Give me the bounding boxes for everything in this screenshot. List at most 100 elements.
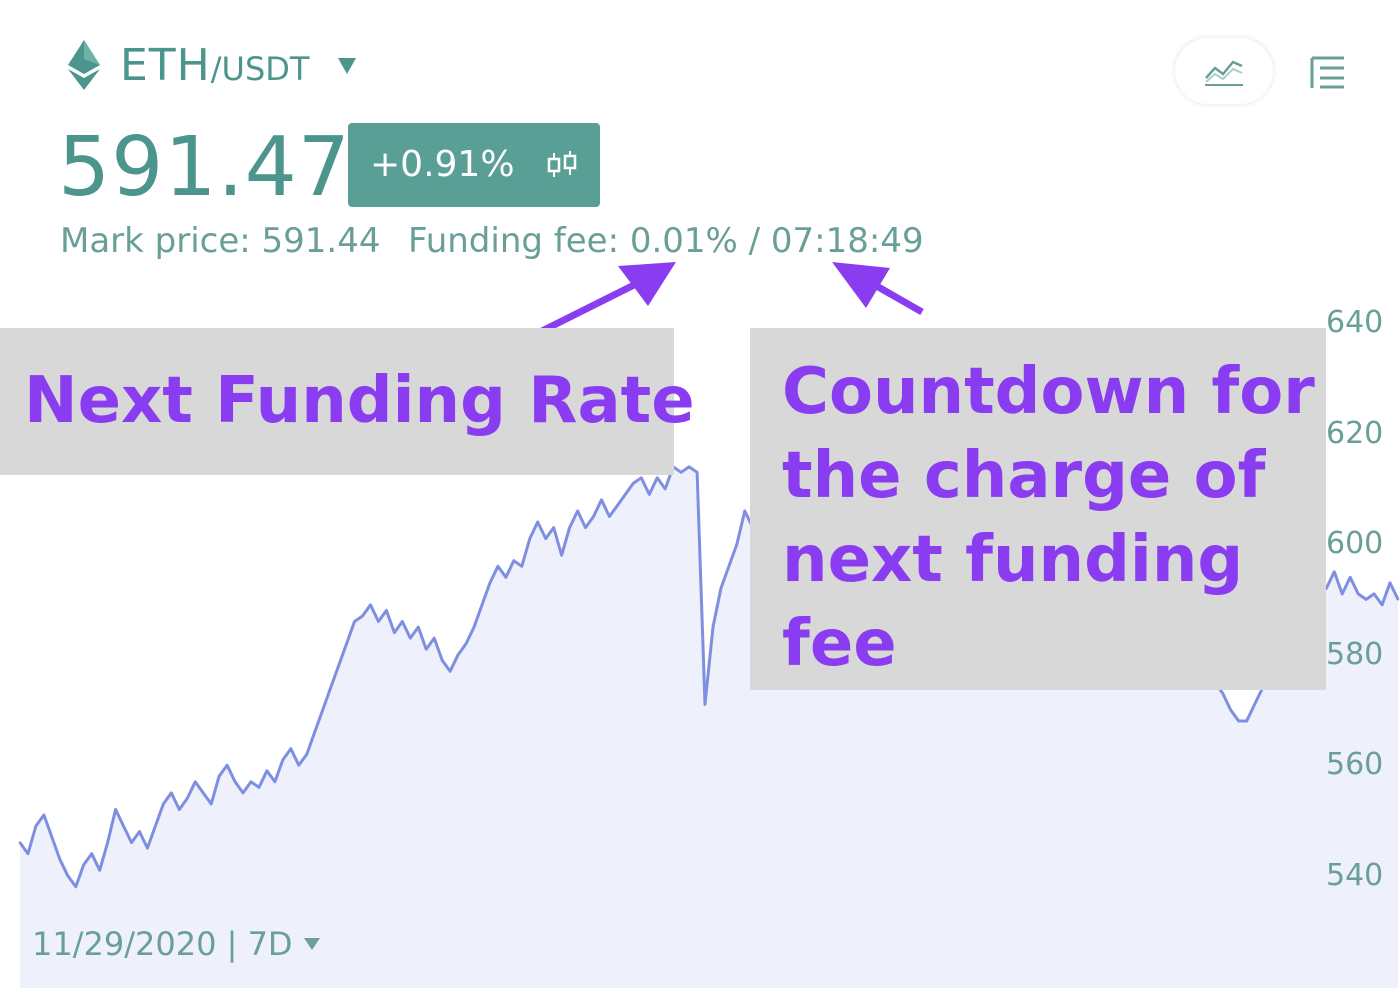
data-point	[321, 708, 324, 712]
data-point	[552, 526, 555, 529]
line-chart-icon	[1205, 60, 1243, 86]
data-point	[361, 614, 364, 618]
list-icon[interactable]	[1308, 52, 1348, 92]
data-point	[1364, 598, 1368, 601]
data-point	[369, 603, 372, 607]
data-point	[456, 653, 460, 656]
data-point	[695, 471, 699, 474]
data-point	[727, 565, 731, 568]
data-point	[1349, 576, 1352, 579]
data-point	[528, 537, 531, 540]
y-tick-label: 580	[1326, 636, 1384, 672]
date-range-selector[interactable]: 11/29/2020 | 7D	[32, 925, 293, 963]
data-point	[265, 769, 269, 772]
data-point	[592, 515, 595, 518]
data-point	[377, 620, 380, 623]
data-point	[1388, 581, 1392, 584]
data-point	[106, 841, 109, 844]
data-point	[743, 509, 746, 513]
data-point	[1221, 692, 1225, 695]
data-point	[297, 764, 300, 767]
data-point	[417, 625, 420, 629]
data-point	[273, 780, 277, 783]
data-point	[488, 581, 492, 584]
data-point	[1341, 592, 1344, 596]
caret-down-icon[interactable]	[338, 58, 356, 74]
data-point	[82, 863, 85, 866]
funding-fee: Funding fee: 0.01% / 07:18:49	[408, 221, 924, 261]
countdown-arrow-head	[832, 262, 890, 308]
data-point	[26, 852, 30, 855]
data-point	[576, 509, 579, 513]
data-point	[178, 808, 181, 811]
data-point	[337, 664, 340, 667]
countdown-callout-line: the charge of	[782, 439, 1266, 513]
data-point	[1253, 703, 1256, 706]
data-point	[1372, 592, 1376, 596]
data-point	[210, 802, 213, 806]
data-point	[719, 587, 723, 590]
data-point	[353, 620, 356, 623]
line-view-toggle[interactable]	[1175, 38, 1273, 104]
data-point	[18, 841, 22, 844]
next-funding-rate-callout: Next Funding Rate	[0, 328, 695, 475]
data-point	[170, 791, 173, 795]
y-tick-label: 560	[1326, 747, 1384, 783]
data-point	[512, 559, 515, 562]
candlestick-icon	[547, 151, 577, 177]
pair-base: ETH	[120, 40, 211, 91]
data-point	[656, 476, 659, 479]
data-point	[441, 659, 444, 662]
data-point	[249, 780, 253, 783]
data-point	[385, 609, 388, 612]
data-point	[257, 786, 261, 789]
data-point	[1245, 719, 1248, 723]
data-point	[1380, 603, 1384, 607]
data-point	[544, 537, 547, 540]
data-point	[58, 858, 61, 861]
trading-pair-selector[interactable]: ETH/USDT	[120, 40, 309, 91]
data-point	[90, 852, 93, 855]
data-point	[74, 885, 78, 888]
data-point	[50, 835, 54, 839]
data-point	[560, 554, 563, 557]
data-point	[664, 487, 667, 491]
data-point	[289, 747, 292, 750]
data-point	[305, 753, 308, 756]
data-point	[679, 471, 683, 474]
data-point	[186, 797, 189, 800]
countdown-callout-line: fee	[782, 607, 897, 681]
data-point	[1229, 708, 1232, 712]
countdown-callout: Countdown for the charge of next funding…	[750, 328, 1326, 690]
data-point	[711, 625, 715, 629]
data-point	[632, 482, 635, 485]
data-point	[1237, 719, 1240, 723]
data-point	[687, 465, 691, 468]
y-tick-label: 620	[1326, 415, 1384, 451]
data-point	[154, 824, 157, 828]
caret-down-icon[interactable]	[304, 938, 320, 950]
data-point	[703, 703, 707, 706]
data-point	[520, 565, 523, 568]
data-point	[433, 636, 436, 640]
data-point	[345, 642, 348, 645]
data-point	[162, 802, 165, 806]
change-percent: +0.91%	[370, 144, 515, 185]
data-point	[1333, 570, 1336, 573]
price-change-badge[interactable]: +0.91%	[348, 123, 600, 207]
y-tick-label: 540	[1326, 857, 1384, 893]
data-point	[393, 631, 396, 634]
rate-arrow-head	[618, 262, 676, 306]
mark-price: Mark price: 591.44	[60, 221, 381, 261]
data-point	[138, 830, 141, 833]
data-point	[233, 780, 237, 783]
data-point	[202, 791, 205, 795]
pair-quote: /USDT	[210, 50, 310, 88]
data-point	[464, 642, 468, 645]
countdown-callout-line: next funding	[782, 523, 1244, 597]
data-point	[401, 620, 404, 623]
data-point	[1357, 592, 1360, 596]
data-point	[42, 813, 46, 817]
data-point	[146, 846, 149, 850]
data-point	[34, 824, 38, 828]
